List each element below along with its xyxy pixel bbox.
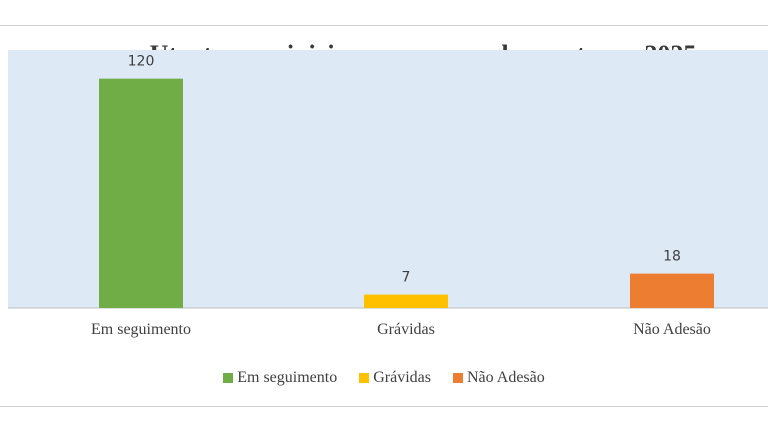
data-label-0: 120 — [128, 54, 155, 70]
legend-swatch-1 — [359, 373, 370, 383]
data-label-2: 18 — [663, 249, 681, 265]
legend-swatch-2 — [452, 373, 463, 383]
bar-2 — [630, 273, 714, 308]
top-border — [0, 25, 768, 26]
legend-item-0: Em seguimento — [223, 369, 337, 387]
legend-label-0: Em seguimento — [237, 369, 338, 386]
legend-label-2: Não Adesão — [466, 369, 545, 386]
bottom-border — [0, 406, 768, 407]
bar-0 — [99, 78, 183, 309]
x-tick-label-0: Em seguimento — [91, 321, 191, 338]
legend-label-1: Grávidas — [373, 369, 431, 386]
legend: Em seguimento Grávidas Não Adesão — [0, 369, 768, 387]
legend-swatch-0 — [223, 373, 234, 383]
x-tick-label-1: Grávidas — [377, 321, 435, 338]
legend-item-2: Não Adesão — [452, 369, 545, 387]
bar-1 — [364, 294, 448, 308]
legend-item-1: Grávidas — [359, 369, 431, 387]
x-tick-label-2: Não Adesão — [633, 321, 711, 338]
data-label-1: 7 — [402, 270, 411, 286]
